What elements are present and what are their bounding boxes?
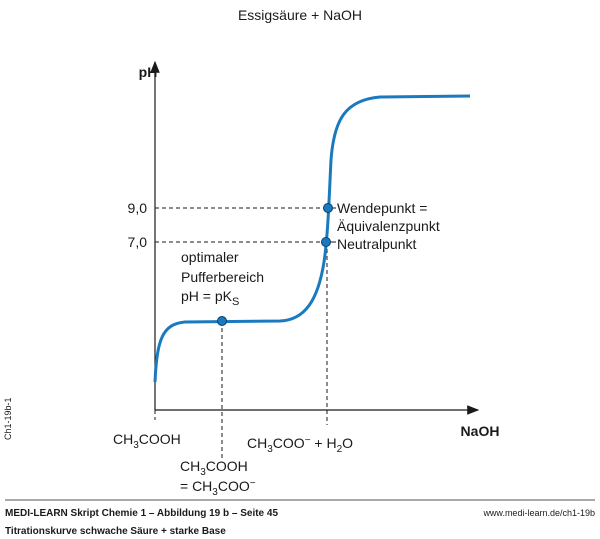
text: CH [180,458,200,474]
annotation: pH = pKS [181,288,239,308]
text: COO [273,435,305,451]
text: 3 [267,444,273,455]
y-axis-label: pH [139,64,158,80]
text: COOH [139,431,181,447]
point [217,316,227,326]
text: pH = pK [181,288,233,304]
text: = CH [180,478,212,494]
annotation: optimaler [181,249,239,265]
text: 2 [337,444,343,455]
point [323,203,333,213]
text: − [250,478,256,489]
side-label: Ch1-19b-1 [3,397,13,440]
annotation: Pufferbereich [181,269,264,285]
text: COOH [206,458,248,474]
text: 3 [200,467,206,478]
text: 3 [212,487,218,498]
footer-url: www.medi-learn.de/ch1-19b [482,508,595,518]
text: O [342,435,353,451]
y-tick-label: 7,0 [128,234,148,250]
chart-title: Essigsäure + NaOH [238,7,362,23]
text: COO [218,478,250,494]
text: S [232,296,239,308]
text: 3 [133,440,139,451]
text: + H [311,435,337,451]
point [321,237,331,247]
x-axis-label: NaOH [461,423,500,439]
annotation: CH3COOH [180,458,248,478]
text: − [305,435,311,446]
annotation: CH3COOH [113,431,181,451]
annotation: Äquivalenzpunkt [337,218,440,234]
footer-caption: Titrationskurve schwache Säure + starke … [5,526,226,537]
annotation: = CH3COO− [180,478,256,498]
annotation: Wendepunkt = [337,200,427,216]
titration-curve [153,94,471,383]
text: CH [247,435,267,451]
text: CH [113,431,133,447]
footer-source: MEDI-LEARN Skript Chemie 1 – Abbildung 1… [5,508,278,519]
annotation: Neutralpunkt [337,236,416,252]
y-tick-label: 9,0 [128,200,148,216]
annotation: CH3COO− + H2O [247,435,353,455]
